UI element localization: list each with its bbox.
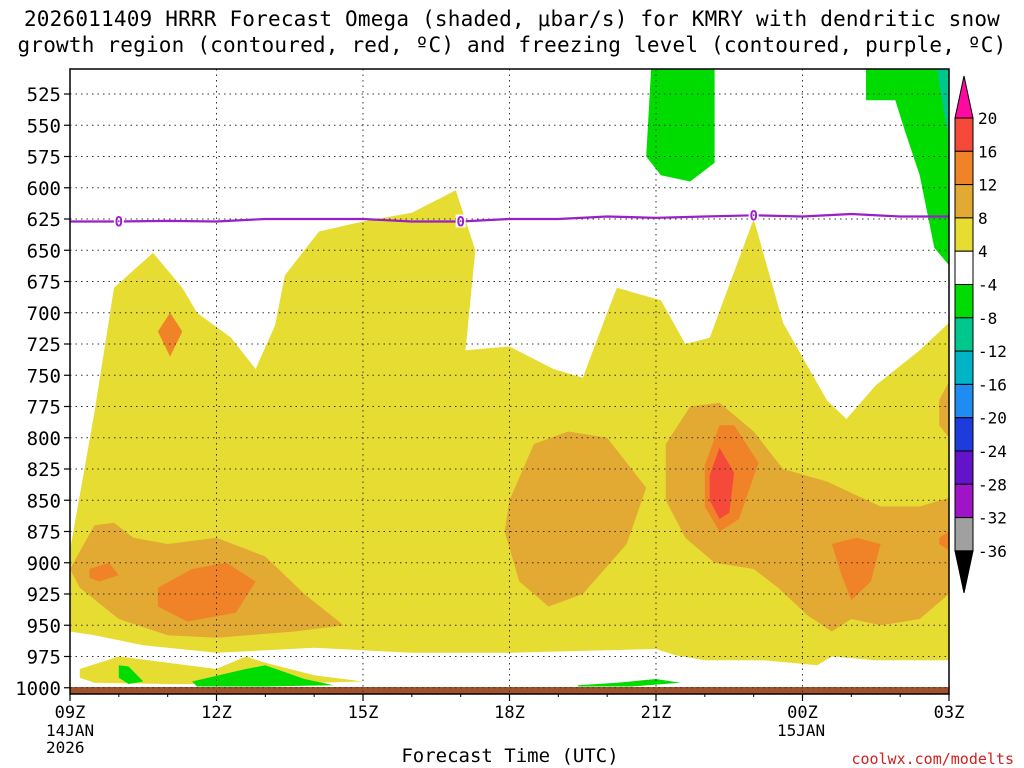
ytick-label-775: 775 (27, 397, 61, 419)
colorbar-label--28: -28 (978, 475, 1007, 494)
omega-region-11 (939, 531, 949, 551)
colorbar-bin-7 (954, 317, 974, 352)
freezing-label-bg-0 (113, 214, 124, 228)
ytick-label-750: 750 (27, 365, 61, 387)
ytick-label-850: 850 (27, 490, 61, 512)
omega-region-15 (936, 69, 949, 138)
ytick-label-950: 950 (27, 615, 61, 637)
ytick-label-875: 875 (27, 522, 61, 544)
ytick-label-550: 550 (27, 115, 61, 137)
omega-region-3 (504, 431, 647, 607)
colorbar-bin-8 (954, 350, 974, 385)
colorbar-bin-2 (954, 150, 974, 186)
freezing-label-bg-2 (748, 208, 759, 222)
freezing-level-contour: 0 0 0 (70, 208, 949, 231)
ytick-label-1000: 1000 (15, 678, 61, 700)
xtick-label-12Z: 12Z (201, 703, 232, 723)
omega-region-13 (646, 69, 715, 182)
ytick-label-700: 700 (27, 303, 61, 325)
xtick-label-15Z: 15Z (348, 703, 379, 723)
title-line-1: 2026011409 HRRR Forecast Omega (shaded, … (23, 7, 1001, 31)
xtick-label-18Z: 18Z (494, 703, 525, 723)
xtick-label-03Z: 03Z (934, 703, 965, 723)
ytick-label-925: 925 (27, 584, 61, 606)
colorbar-label-4: 4 (978, 242, 988, 261)
ytick-label-575: 575 (27, 147, 61, 169)
next-date-day: 15JAN (777, 721, 826, 740)
freezing-label-bg-1 (455, 214, 466, 228)
colorbar-bin-6 (954, 284, 974, 319)
omega-region-16 (118, 665, 144, 684)
omega-region-5 (939, 381, 949, 438)
colorbar-cap-bottom (954, 550, 974, 594)
colorbar: 20 16 12 8 4 -4 -8 -12 -16 -20 -24 -28 -32 -36 (954, 75, 1007, 594)
start-date-year: 2026 (46, 738, 85, 757)
omega-region-10 (831, 537, 881, 601)
omega-region-7 (157, 562, 256, 622)
ytick-label-725: 725 (27, 334, 61, 356)
start-date-day: 14JAN (46, 721, 95, 740)
xtick-label-00Z: 00Z (787, 703, 818, 723)
y-axis: 525 550 575 600 625 650 675 700 725 750 775 800 825 8… (15, 84, 70, 700)
omega-region-6 (89, 562, 119, 582)
colorbar-label--4: -4 (978, 276, 997, 295)
colorbar-label--32: -32 (978, 509, 1007, 528)
next-date-label: 15JAN (777, 722, 825, 739)
colorbar-bin-4 (954, 217, 974, 252)
colorbar-label--20: -20 (978, 409, 1007, 428)
ytick-label-650: 650 (27, 240, 61, 262)
colorbar-label--8: -8 (978, 309, 997, 328)
ytick-label-900: 900 (27, 553, 61, 575)
colorbar-bin-1 (954, 117, 974, 152)
freezing-level-label: 0 (115, 215, 123, 231)
ytick-label-625: 625 (27, 209, 61, 231)
title-line-2: growth region (contoured, red, ºC) and f… (17, 33, 1007, 57)
ytick-label-825: 825 (27, 459, 61, 481)
omega-region-14 (866, 69, 949, 266)
credit-link[interactable]: coolwx.com/modelts (851, 750, 1014, 768)
freezing-level-label: 0 (456, 215, 464, 231)
colorbar-bin-5 (954, 250, 974, 285)
x-axis-title: Forecast Time (UTC) (401, 745, 619, 767)
chart-title: 2026011409 HRRR Forecast Omega (shaded, … (0, 6, 1024, 58)
colorbar-label-16: 16 (978, 142, 997, 161)
omega-region-17 (192, 665, 334, 687)
ytick-label-800: 800 (27, 428, 61, 450)
ytick-label-600: 600 (27, 178, 61, 200)
ytick-label-525: 525 (27, 84, 61, 106)
xtick-label-09Z: 09Z (55, 703, 86, 723)
colorbar-bin-12 (954, 483, 974, 519)
freezing-level-line (70, 212, 949, 223)
colorbar-label--36: -36 (978, 542, 1007, 561)
colorbar-bin-13 (954, 517, 974, 552)
colorbar-cap-top (954, 75, 974, 119)
omega-region-18 (577, 679, 681, 687)
start-date-label: 14JAN 2026 (46, 722, 94, 756)
xtick-label-21Z: 21Z (641, 703, 672, 723)
colorbar-label-20: 20 (978, 109, 997, 128)
colorbar-label--12: -12 (978, 342, 1007, 361)
grid-lines (70, 69, 949, 694)
omega-region-8 (157, 312, 183, 357)
colorbar-label-12: 12 (978, 176, 997, 195)
colorbar-label--24: -24 (978, 442, 1007, 461)
ytick-label-675: 675 (27, 272, 61, 294)
omega-region-12 (709, 447, 735, 519)
colorbar-bin-10 (954, 417, 974, 452)
colorbar-label--16: -16 (978, 375, 1007, 394)
colorbar-bin-3 (954, 184, 974, 219)
ytick-label-975: 975 (27, 647, 61, 669)
colorbar-label-8: 8 (978, 209, 988, 228)
freezing-level-label: 0 (749, 208, 757, 224)
colorbar-bin-11 (954, 450, 974, 485)
x-axis: 09Z 12Z 15Z 18Z 21Z 00Z 03Z (55, 694, 965, 723)
colorbar-bin-9 (954, 383, 974, 419)
